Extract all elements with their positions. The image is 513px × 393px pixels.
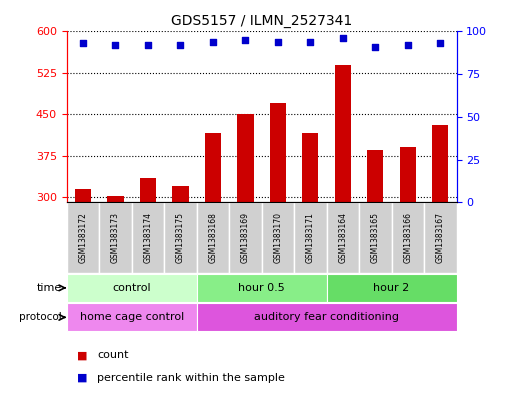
Bar xyxy=(75,189,91,202)
Point xyxy=(371,44,380,50)
Point xyxy=(144,42,152,48)
Bar xyxy=(196,202,229,273)
Text: GSM1383170: GSM1383170 xyxy=(273,212,282,263)
Bar xyxy=(107,196,124,202)
Text: GSM1383165: GSM1383165 xyxy=(371,212,380,263)
Bar xyxy=(237,114,253,202)
Bar xyxy=(367,150,383,202)
Bar xyxy=(302,134,319,202)
Text: hour 0.5: hour 0.5 xyxy=(238,283,285,293)
Bar xyxy=(424,202,457,273)
Point xyxy=(79,40,87,46)
Text: protocol: protocol xyxy=(19,312,62,322)
Bar xyxy=(270,103,286,202)
Text: percentile rank within the sample: percentile rank within the sample xyxy=(97,373,285,383)
Text: ■: ■ xyxy=(77,350,87,360)
Bar xyxy=(67,202,99,273)
Title: GDS5157 / ILMN_2527341: GDS5157 / ILMN_2527341 xyxy=(171,14,352,28)
Text: GSM1383168: GSM1383168 xyxy=(208,212,218,263)
Text: GSM1383169: GSM1383169 xyxy=(241,212,250,263)
Bar xyxy=(172,186,188,202)
Point xyxy=(436,40,444,46)
Text: GSM1383173: GSM1383173 xyxy=(111,212,120,263)
Bar xyxy=(327,202,359,273)
Text: GSM1383167: GSM1383167 xyxy=(436,212,445,263)
Bar xyxy=(327,274,457,302)
Text: home cage control: home cage control xyxy=(80,312,184,322)
Text: time: time xyxy=(36,283,62,293)
Text: GSM1383174: GSM1383174 xyxy=(144,212,152,263)
Bar xyxy=(164,202,196,273)
Bar xyxy=(196,274,327,302)
Bar xyxy=(359,202,391,273)
Text: control: control xyxy=(112,283,151,293)
Text: GSM1383171: GSM1383171 xyxy=(306,212,315,263)
Bar xyxy=(67,274,196,302)
Bar xyxy=(262,202,294,273)
Text: GSM1383175: GSM1383175 xyxy=(176,212,185,263)
Point xyxy=(241,37,249,43)
Text: GSM1383172: GSM1383172 xyxy=(78,212,87,263)
Text: GSM1383164: GSM1383164 xyxy=(339,212,347,263)
Bar xyxy=(432,125,448,202)
Bar xyxy=(196,303,457,332)
Text: GSM1383166: GSM1383166 xyxy=(403,212,412,263)
Bar xyxy=(400,147,416,202)
Bar xyxy=(391,202,424,273)
Point xyxy=(339,35,347,41)
Bar xyxy=(140,178,156,202)
Bar xyxy=(205,134,221,202)
Bar xyxy=(132,202,164,273)
Point xyxy=(111,42,120,48)
Bar xyxy=(99,202,132,273)
Bar xyxy=(229,202,262,273)
Text: auditory fear conditioning: auditory fear conditioning xyxy=(254,312,399,322)
Point xyxy=(274,39,282,45)
Text: ■: ■ xyxy=(77,373,87,383)
Point xyxy=(306,39,314,45)
Bar xyxy=(334,64,351,202)
Point xyxy=(404,42,412,48)
Bar xyxy=(67,303,196,332)
Bar xyxy=(294,202,327,273)
Text: hour 2: hour 2 xyxy=(373,283,410,293)
Point xyxy=(209,39,217,45)
Point xyxy=(176,42,185,48)
Text: count: count xyxy=(97,350,129,360)
